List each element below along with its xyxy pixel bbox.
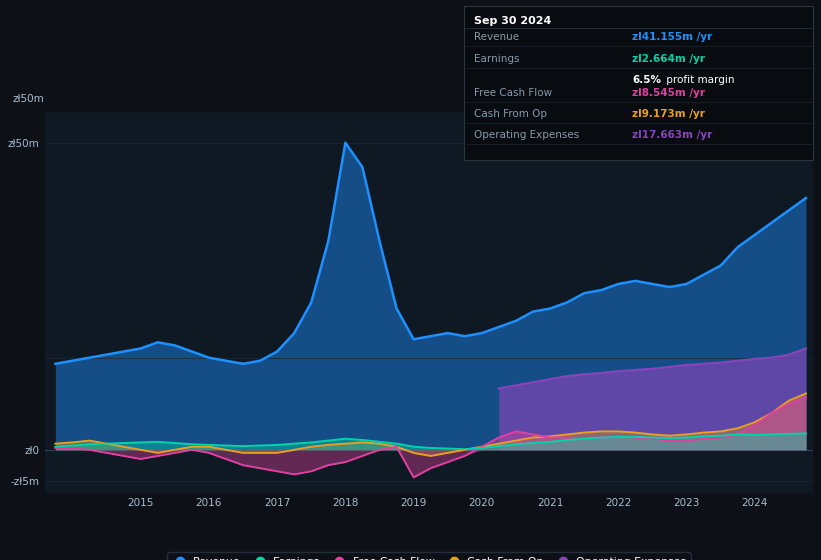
Text: Revenue: Revenue xyxy=(474,32,519,43)
Text: Earnings: Earnings xyxy=(474,54,519,64)
Legend: Revenue, Earnings, Free Cash Flow, Cash From Op, Operating Expenses: Revenue, Earnings, Free Cash Flow, Cash … xyxy=(167,553,690,560)
Text: zl17.663m /yr: zl17.663m /yr xyxy=(632,130,713,141)
Text: Sep 30 2024: Sep 30 2024 xyxy=(474,16,551,26)
Text: zl41.155m /yr: zl41.155m /yr xyxy=(632,32,713,43)
Text: 6.5%: 6.5% xyxy=(632,75,661,85)
Text: Cash From Op: Cash From Op xyxy=(474,109,547,119)
Text: zl8.545m /yr: zl8.545m /yr xyxy=(632,88,705,98)
Text: profit margin: profit margin xyxy=(663,75,735,85)
Text: zl9.173m /yr: zl9.173m /yr xyxy=(632,109,705,119)
Text: zł50m: zł50m xyxy=(12,94,44,104)
Text: Operating Expenses: Operating Expenses xyxy=(474,130,579,141)
Text: Free Cash Flow: Free Cash Flow xyxy=(474,88,552,98)
Text: zl2.664m /yr: zl2.664m /yr xyxy=(632,54,705,64)
